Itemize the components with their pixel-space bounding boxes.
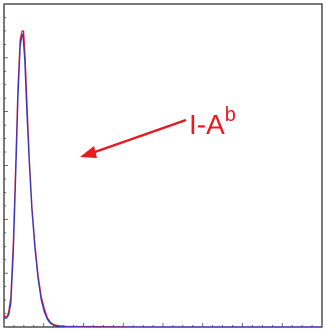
y-axis-ticks bbox=[4, 3, 8, 328]
series-line-2 bbox=[4, 33, 322, 328]
series-layer bbox=[3, 30, 322, 328]
plot-frame bbox=[3, 3, 323, 328]
annotation-arrow-head bbox=[80, 146, 97, 158]
annotation-label-main: I-A bbox=[189, 109, 225, 140]
annotation-arrow-line bbox=[91, 118, 187, 155]
annotation-label-superscript: b bbox=[225, 104, 236, 126]
x-axis-ticks bbox=[3, 323, 323, 327]
annotation-label: I-Ab bbox=[189, 104, 236, 140]
